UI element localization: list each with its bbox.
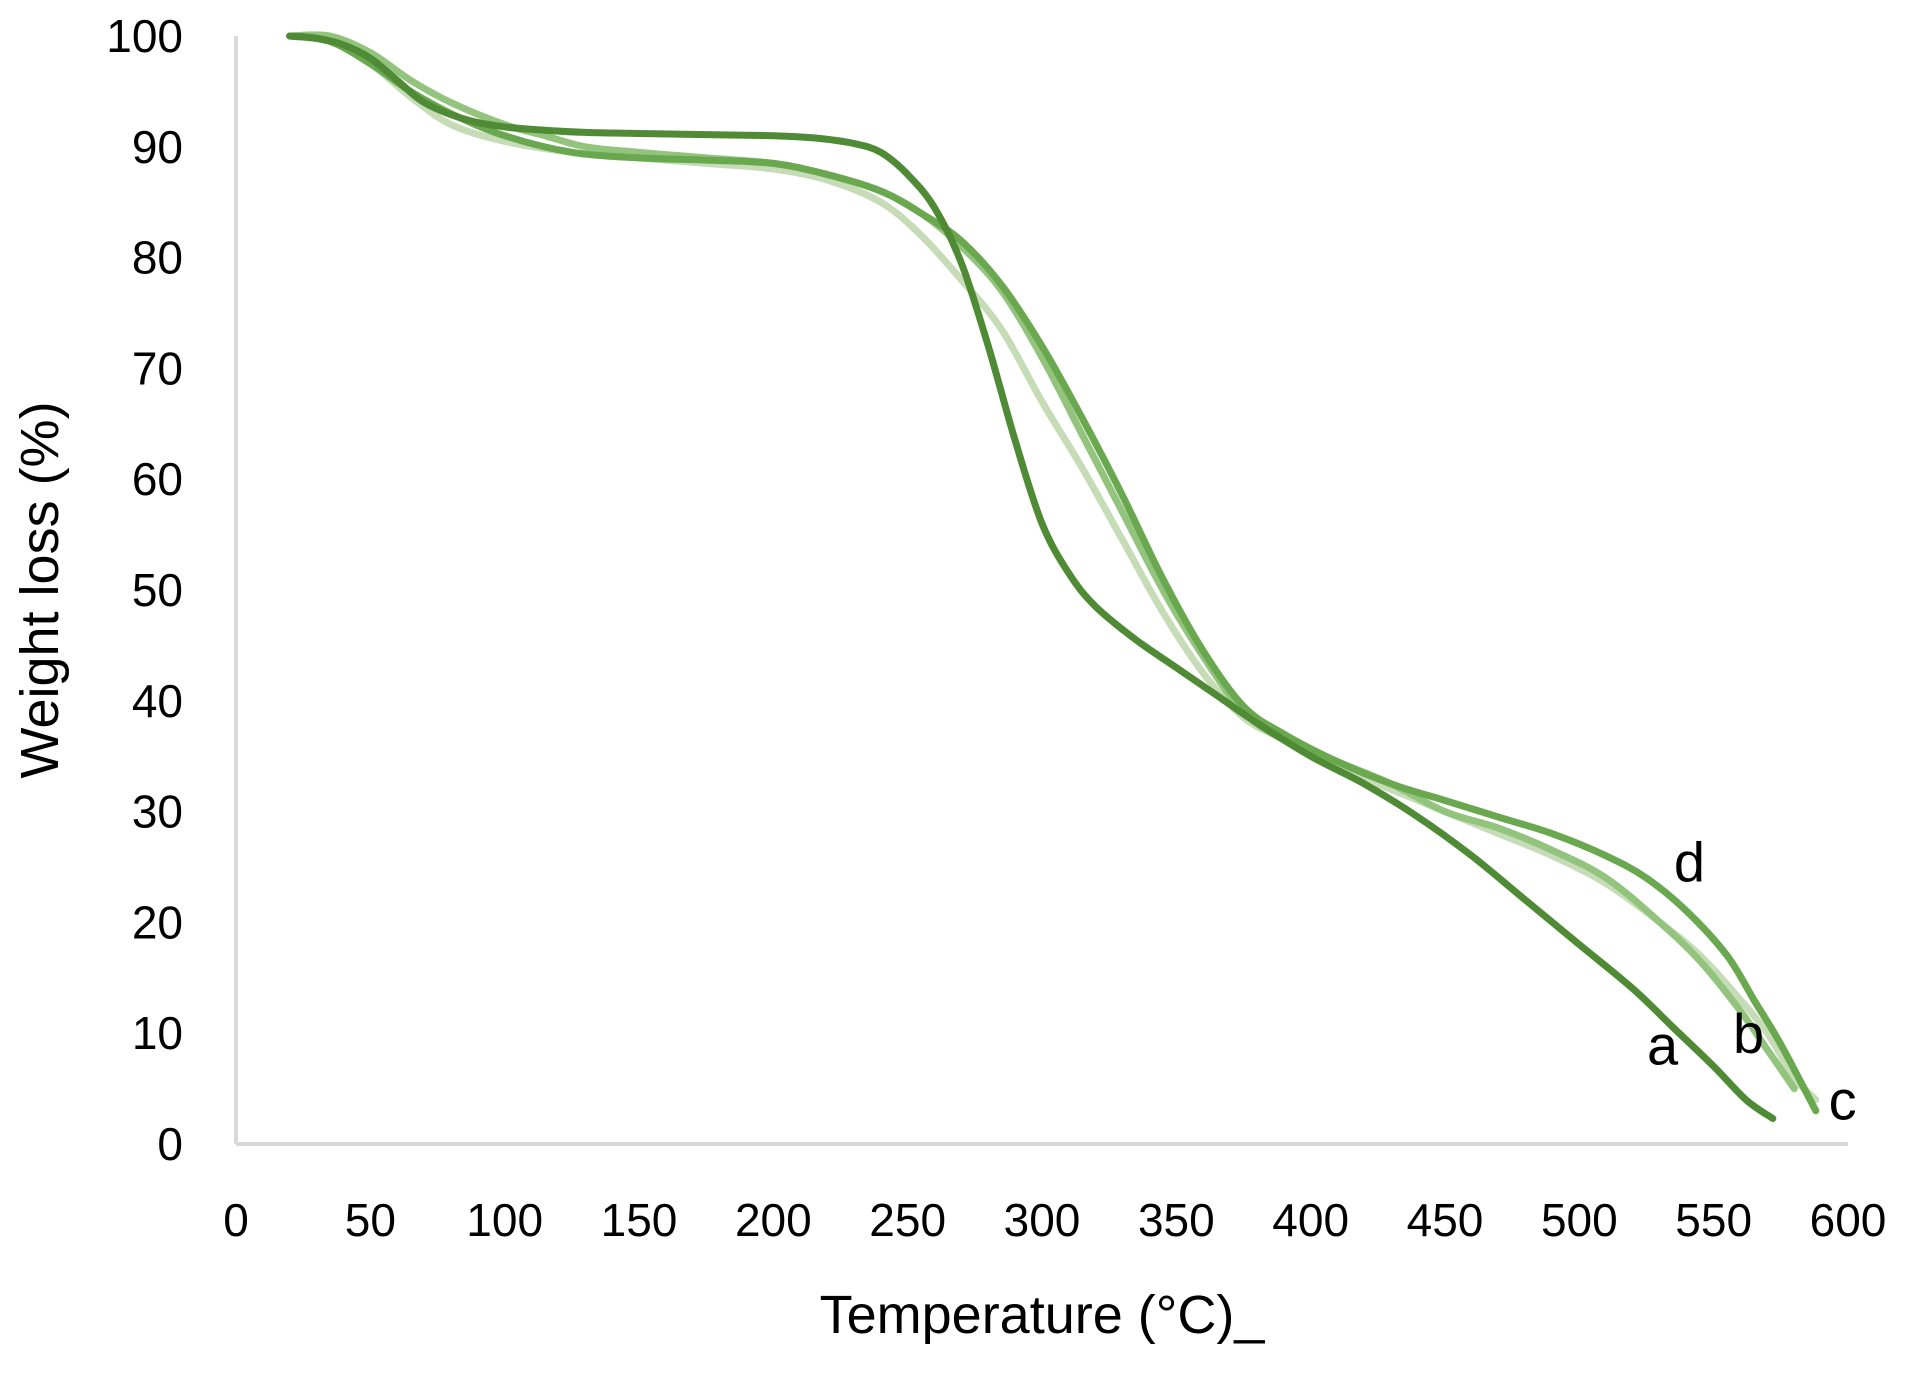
- y-tick-label: 20: [132, 896, 183, 948]
- y-tick-label: 30: [132, 786, 183, 838]
- y-tick-label: 90: [132, 121, 183, 173]
- y-tick-label: 100: [106, 10, 183, 62]
- y-tick-label: 60: [132, 453, 183, 505]
- x-tick-label: 300: [1004, 1194, 1081, 1246]
- x-tick-label: 400: [1272, 1194, 1349, 1246]
- x-tick-label: 550: [1675, 1194, 1752, 1246]
- y-axis-title: Weight loss (%): [10, 401, 70, 778]
- y-tick-label: 0: [157, 1118, 183, 1170]
- x-tick-label: 450: [1407, 1194, 1484, 1246]
- x-tick-label: 200: [735, 1194, 812, 1246]
- series-label-b: b: [1733, 1002, 1764, 1065]
- x-tick-label: 500: [1541, 1194, 1618, 1246]
- series-label-c: c: [1829, 1069, 1857, 1132]
- y-tick-label: 10: [132, 1007, 183, 1059]
- y-tick-label: 70: [132, 342, 183, 394]
- series-line-c: [286, 32, 1820, 1104]
- x-tick-label: 600: [1810, 1194, 1887, 1246]
- x-tick-label: 150: [601, 1194, 678, 1246]
- y-tick-label: 40: [132, 675, 183, 727]
- y-tick-label: 50: [132, 564, 183, 616]
- series-line-a: [286, 32, 1777, 1122]
- x-tick-label: 0: [223, 1194, 249, 1246]
- x-tick-label: 100: [466, 1194, 543, 1246]
- x-axis-title: Temperature (°C)_: [820, 1285, 1266, 1345]
- series-label-d: d: [1674, 830, 1705, 893]
- x-tick-label: 50: [345, 1194, 396, 1246]
- y-tick-label: 80: [132, 232, 183, 284]
- series-line-b: [286, 31, 1798, 1093]
- series-layer: [286, 31, 1820, 1122]
- y-tick-labels: 0 10 20 30 40 50 60 70 80 90 100: [106, 10, 183, 1170]
- series-label-a: a: [1647, 1013, 1679, 1076]
- x-tick-label: 250: [869, 1194, 946, 1246]
- x-tick-labels: 0 50 100 150 200 250 300 350 400 450 500 550 600: [223, 1194, 1886, 1246]
- x-tick-label: 350: [1138, 1194, 1215, 1246]
- series-line-d: [286, 32, 1820, 1115]
- series-annotations: d ba c: [1647, 830, 1857, 1131]
